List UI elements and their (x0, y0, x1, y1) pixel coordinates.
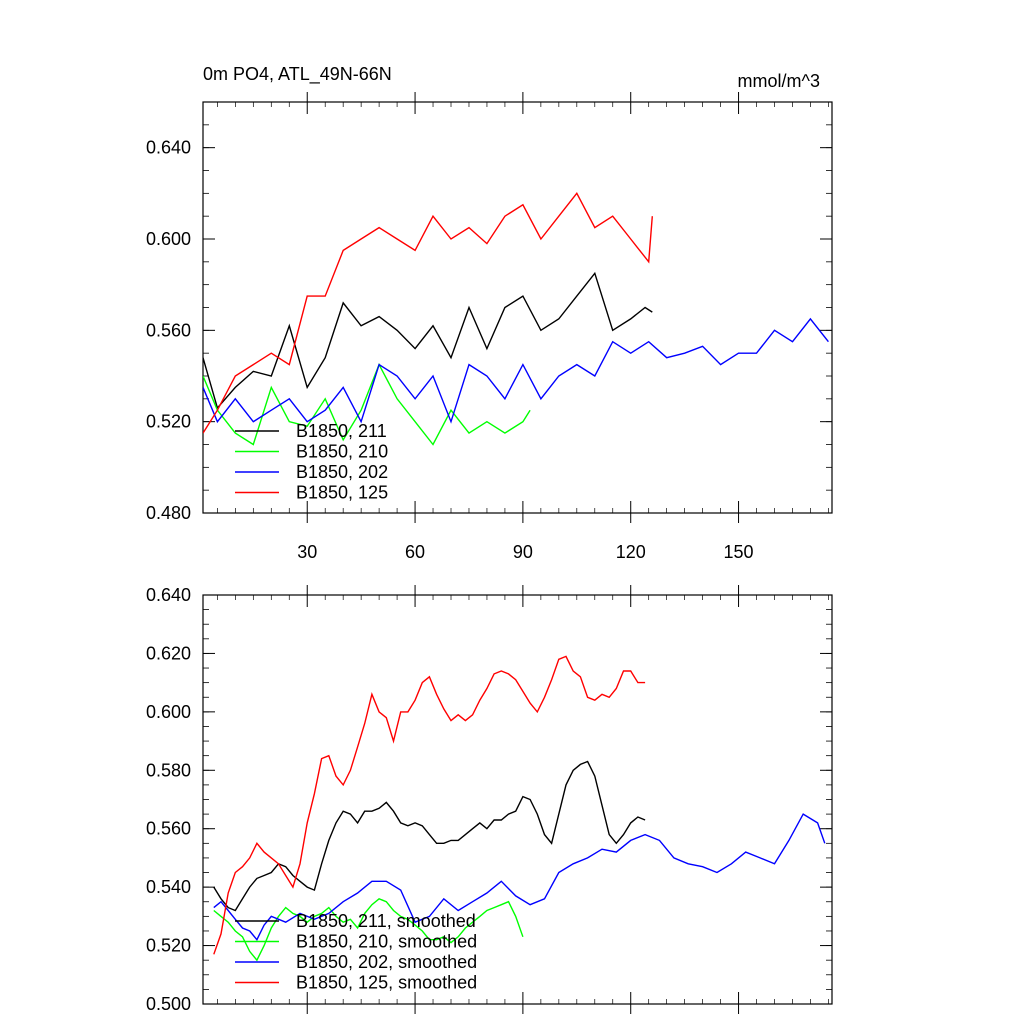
bottom-panel: 0.500 0.520 0.540 0.560 0.580 0.600 0.620 0.640… (146, 585, 833, 1014)
legend-label: B1850, 202 (296, 462, 388, 482)
series-line (203, 317, 829, 424)
series-line (203, 192, 653, 434)
y-tick-label: 0.540 (146, 877, 191, 897)
y-tick-label: 0.600 (146, 229, 191, 249)
x-tick-label: 90 (513, 542, 533, 562)
chart-title: 0m PO4, ATL_49N-66N (203, 64, 392, 85)
series-group (203, 192, 829, 446)
legend-label: B1850, 202, smoothed (296, 952, 477, 972)
x-tick-label: 30 (297, 542, 317, 562)
series-line (213, 760, 646, 912)
legend-label: B1850, 125, smoothed (296, 973, 477, 993)
legend-label: B1850, 210 (296, 442, 388, 462)
units-label: mmol/m^3 (738, 71, 820, 91)
legend-label: B1850, 125 (296, 483, 388, 503)
legend-label: B1850, 210, smoothed (296, 932, 477, 952)
y-tick-label: 0.620 (146, 643, 191, 663)
y-tick-label: 0.520 (146, 412, 191, 432)
x-tick-label: 150 (724, 542, 754, 562)
y-tick-label: 0.520 (146, 936, 191, 956)
y-tick-label: 0.560 (146, 320, 191, 340)
series-line (213, 813, 826, 941)
y-tick-label: 0.640 (146, 138, 191, 158)
x-tick-label: 120 (616, 542, 646, 562)
x-tick-label: 60 (405, 542, 425, 562)
y-tick-label: 0.560 (146, 819, 191, 839)
y-tick-label: 0.640 (146, 585, 191, 605)
legend-label: B1850, 211 (296, 421, 387, 441)
series-group (213, 655, 826, 962)
y-tick-label: 0.500 (146, 994, 191, 1014)
top-panel: 0.480 0.520 0.560 0.600 0.640 30 60 90 120 150 0m … (146, 64, 833, 562)
series-line (213, 655, 646, 955)
y-tick-label: 0.480 (146, 503, 191, 523)
series-line (213, 897, 524, 962)
series-line (203, 362, 531, 446)
legend-label: B1850, 211, smoothed (296, 911, 476, 931)
y-tick-label: 0.580 (146, 760, 191, 780)
y-tick-label: 0.600 (146, 702, 191, 722)
series-line (203, 271, 653, 410)
